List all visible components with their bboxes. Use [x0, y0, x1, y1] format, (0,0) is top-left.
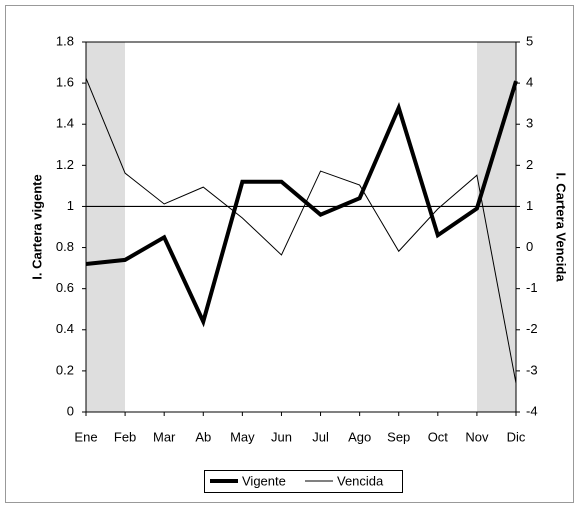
legend-label: Vencida [337, 473, 384, 488]
x-tick-label: Ago [348, 429, 371, 444]
x-tick-label: Sep [387, 429, 410, 444]
y2-tick-label: 1 [526, 198, 533, 213]
legend-box [204, 470, 403, 493]
y2-tick-label: 4 [526, 75, 533, 90]
y2-tick-label: 3 [526, 116, 533, 131]
y2-axis-title: I. Cartera Vencida [554, 172, 569, 282]
y2-tick-label: -3 [526, 362, 538, 377]
x-tick-label: Jul [312, 429, 329, 444]
y-tick-label: 0.6 [56, 280, 74, 295]
x-tick-label: Ab [195, 429, 211, 444]
chart-border [5, 5, 574, 503]
y-tick-label: 1 [67, 198, 74, 213]
y-tick-label: 1.2 [56, 157, 74, 172]
series-line [85, 80, 518, 328]
y-tick-label: 0 [67, 403, 74, 418]
series-line [85, 77, 517, 384]
x-tick-label: Nov [465, 429, 489, 444]
x-tick-label: Oct [428, 429, 449, 444]
legend-label: Vigente [242, 473, 286, 488]
x-tick-label: Jun [271, 429, 292, 444]
y-tick-label: 1.8 [56, 33, 74, 48]
y2-tick-label: 5 [526, 33, 533, 48]
plot-frame [85, 41, 517, 413]
y-tick-label: 1.4 [56, 116, 74, 131]
y2-tick-label: -1 [526, 280, 538, 295]
x-tick-label: Dic [507, 429, 526, 444]
y-tick-label: 1.6 [56, 75, 74, 90]
y2-tick-label: -2 [526, 321, 538, 336]
x-tick-label: Ene [74, 429, 97, 444]
y2-tick-label: 0 [526, 239, 533, 254]
y-tick-label: 0.2 [56, 362, 74, 377]
x-tick-label: Feb [114, 429, 136, 444]
y2-tick-label: -4 [526, 403, 538, 418]
x-tick-label: May [230, 429, 255, 444]
y-axis-title: I. Cartera vigente [29, 174, 44, 280]
y-tick-label: 0.8 [56, 239, 74, 254]
shaded-band [86, 42, 125, 412]
y2-tick-label: 2 [526, 157, 533, 172]
x-tick-label: Mar [153, 429, 176, 444]
y-tick-label: 0.4 [56, 321, 74, 336]
